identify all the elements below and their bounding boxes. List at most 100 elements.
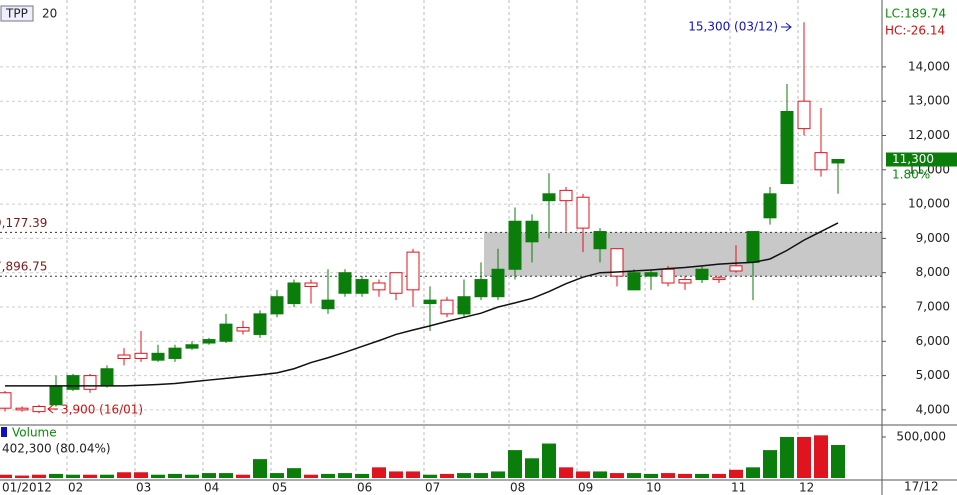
candle-body <box>746 231 760 263</box>
candle-body <box>457 296 471 315</box>
candle-body <box>797 100 811 130</box>
volume-bar <box>474 473 488 478</box>
volume-bar <box>729 469 743 478</box>
candle-body <box>406 251 420 291</box>
candle-body <box>440 299 454 315</box>
volume-bar <box>814 435 828 478</box>
candle-body <box>83 375 97 390</box>
y-tick-label: 10,000 <box>908 197 950 211</box>
x-tick-label: 09 <box>578 481 593 495</box>
x-tick-label: 11 <box>731 481 746 495</box>
high-note: 15,300 (03/12) <box>688 20 778 34</box>
candle-body <box>474 279 488 298</box>
level-label: 7,896.75 <box>0 260 47 274</box>
volume-bar <box>389 471 403 478</box>
candle-body <box>814 152 828 171</box>
volume-bar <box>66 474 80 478</box>
volume-bar <box>491 471 505 478</box>
x-tick-label: 01/2012 <box>2 481 52 495</box>
candle-body <box>729 265 743 272</box>
volume-bar <box>780 436 794 478</box>
candle-body <box>491 268 505 298</box>
volume-bar <box>406 471 420 478</box>
y-tick-label: 14,000 <box>908 59 950 73</box>
volume-bar <box>253 459 267 478</box>
volume-bar <box>525 458 539 478</box>
volume-bar <box>168 473 182 478</box>
candle-body <box>117 354 131 359</box>
candle-body <box>593 231 607 250</box>
x-tick-label: 10 <box>646 481 661 495</box>
lc-label: LC:189.74 <box>885 7 946 21</box>
volume-bar <box>219 473 233 478</box>
change-label: 1.80% <box>892 168 930 182</box>
candle-body <box>508 220 522 270</box>
level-zone <box>484 232 882 277</box>
volume-bar <box>134 472 148 478</box>
candle-body <box>321 299 335 310</box>
candle-body <box>151 352 165 361</box>
volume-bar <box>32 474 46 478</box>
high-arrow <box>781 22 792 32</box>
last-price-box <box>886 152 957 167</box>
candle-body <box>355 279 369 294</box>
candle-body <box>185 344 199 349</box>
volume-bar <box>593 471 607 478</box>
candle-body <box>559 189 573 202</box>
candle-body <box>236 327 250 332</box>
y-tick-label: 500,000 <box>896 429 946 443</box>
volume-bar <box>372 467 386 478</box>
volume-bar <box>0 474 12 478</box>
candle-body <box>202 339 216 344</box>
ma-line <box>5 222 839 387</box>
volume-bar <box>746 467 760 478</box>
symbol-box <box>0 5 34 22</box>
candle-body <box>253 313 267 335</box>
volume-bar <box>355 473 369 478</box>
candle-body <box>168 347 182 359</box>
candle-body <box>695 268 709 281</box>
volume-bar <box>695 473 709 478</box>
candle-body <box>287 282 301 305</box>
volume-summary: 402,300 (80.04%) <box>2 442 111 456</box>
y-tick-label: 12,000 <box>908 128 950 142</box>
candle-body <box>525 220 539 243</box>
candle-body <box>66 375 80 390</box>
candle-body <box>389 272 403 294</box>
volume-bar <box>763 450 777 478</box>
x-tick-label: 08 <box>510 481 525 495</box>
end-date: 17/12 <box>904 480 939 494</box>
volume-bar <box>304 474 318 478</box>
y-tick-label: 8,000 <box>916 265 950 279</box>
candle-body <box>780 110 794 185</box>
y-tick-label: 9,000 <box>916 231 950 245</box>
volume-icon <box>1 427 7 437</box>
candle-body <box>338 272 352 294</box>
symbol: TPP <box>5 7 28 21</box>
candle-body <box>270 296 284 315</box>
volume-bar <box>678 473 692 478</box>
volume-bar <box>338 473 352 478</box>
candle-body <box>627 272 641 291</box>
volume-bar <box>270 473 284 478</box>
volume-bar <box>797 436 811 478</box>
candle-body <box>678 279 692 284</box>
y-tick-label: 4,000 <box>916 402 950 416</box>
candle-body <box>712 277 726 281</box>
low-arrow <box>47 404 58 414</box>
candle-body <box>100 368 114 387</box>
candle-body <box>831 159 845 164</box>
candle-body <box>423 299 437 305</box>
volume-bar <box>440 473 454 478</box>
level-label: 9,177.39 <box>0 216 47 230</box>
candle-body <box>304 282 318 287</box>
volume-bar <box>15 475 29 478</box>
y-tick-label: 7,000 <box>916 300 950 314</box>
candle-body <box>134 352 148 359</box>
volume-bar <box>423 474 437 478</box>
volume-bar <box>576 471 590 478</box>
x-tick-label: 02 <box>68 481 83 495</box>
volume-bar <box>151 474 165 478</box>
volume-bar <box>712 473 726 478</box>
volume-bar <box>627 473 641 478</box>
